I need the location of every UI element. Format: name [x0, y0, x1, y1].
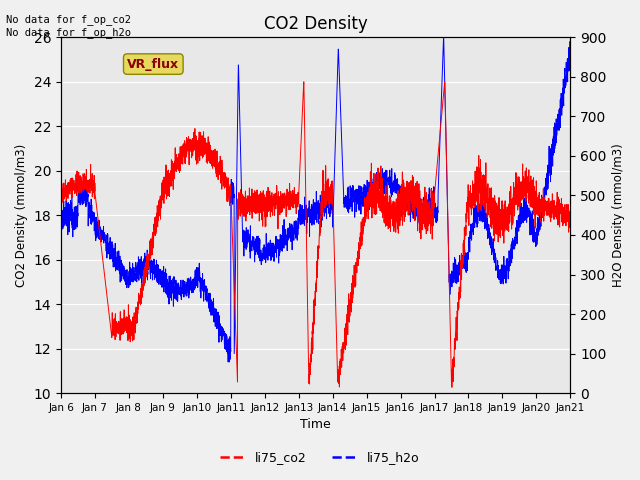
Y-axis label: CO2 Density (mmol/m3): CO2 Density (mmol/m3) [15, 144, 28, 287]
Legend: li75_co2, li75_h2o: li75_co2, li75_h2o [215, 446, 425, 469]
Y-axis label: H2O Density (mmol/m3): H2O Density (mmol/m3) [612, 144, 625, 287]
Text: No data for f_op_co2
No data for f_op_h2o: No data for f_op_co2 No data for f_op_h2… [6, 14, 131, 38]
Text: VR_flux: VR_flux [127, 58, 179, 71]
X-axis label: Time: Time [300, 419, 331, 432]
Title: CO2 Density: CO2 Density [264, 15, 367, 33]
